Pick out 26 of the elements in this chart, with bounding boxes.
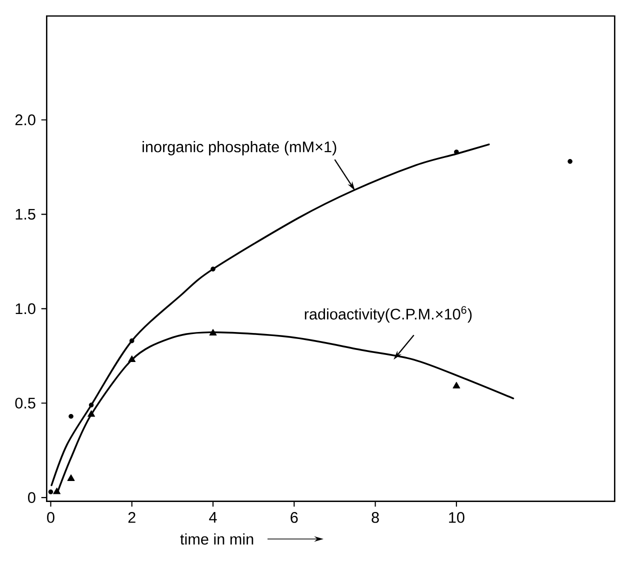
point (53, 488, 61, 494)
y-tick-label: 2.0 (15, 114, 36, 126)
series-label: radioactivity(C.P.M.×10$^{6}$) (304, 306, 472, 323)
x-tick-label: 8 (372, 512, 379, 523)
point (129, 338, 134, 344)
point (88, 410, 96, 417)
point (128, 355, 136, 362)
point (452, 382, 460, 388)
point (210, 266, 216, 272)
x-axis-title: time in min (180, 533, 254, 545)
y-tick-label: 0 (28, 492, 36, 503)
point (67, 474, 75, 481)
y-tick-label: 1.0 (16, 303, 36, 314)
x-tick-label: 10 (449, 512, 464, 523)
y-tick-label: 1.5 (16, 208, 36, 220)
point (68, 414, 74, 419)
point (88, 402, 94, 408)
point (48, 489, 54, 494)
point (568, 159, 572, 164)
x-tick-label: 2 (128, 512, 136, 523)
x-tick-label: 0 (47, 512, 54, 523)
x-tick-label: 6 (290, 512, 298, 523)
point (209, 328, 217, 336)
x-tick-label: 4 (209, 512, 217, 523)
y-tick-label: 0.5 (15, 398, 36, 409)
text: inorganic phosphate (mM×1) (142, 141, 336, 156)
